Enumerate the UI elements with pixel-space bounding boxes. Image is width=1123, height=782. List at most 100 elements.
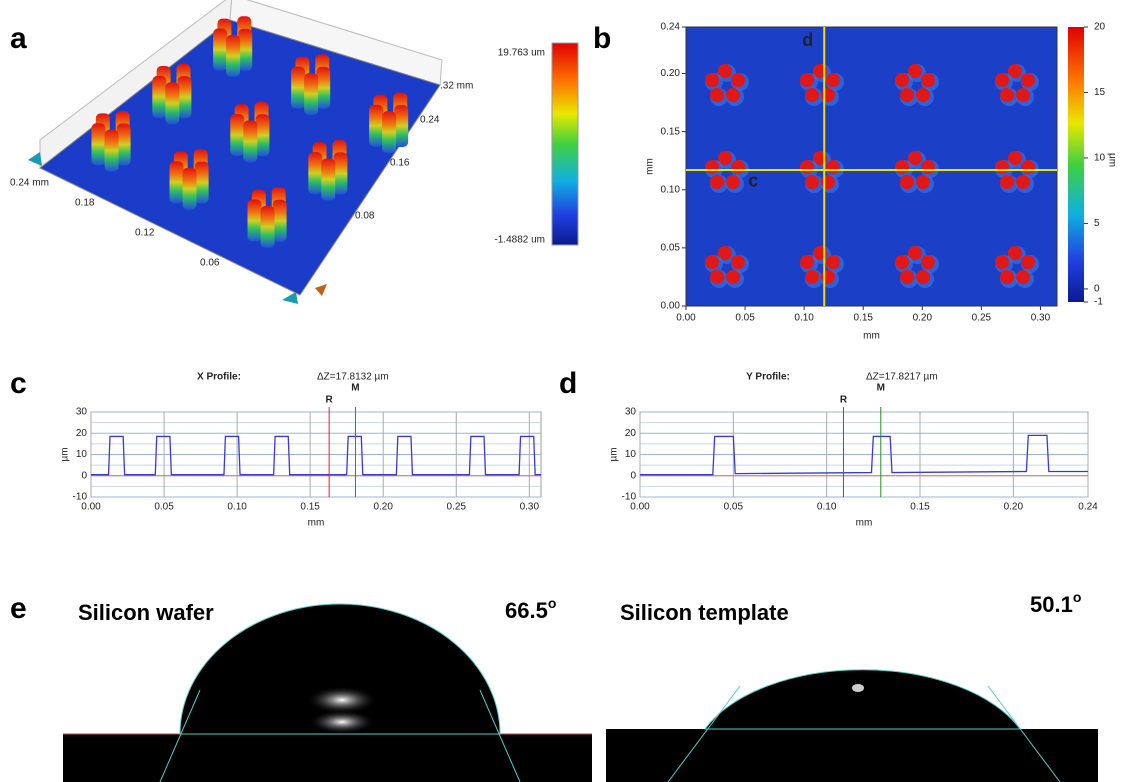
colorbar-min: -1.4882 um (494, 235, 545, 246)
panel-label: e (10, 592, 27, 625)
colorbar-tick-label: 20 (1094, 22, 1106, 33)
pillar (916, 175, 930, 189)
pillar (247, 199, 262, 242)
marker-label: R (840, 395, 848, 406)
axis-handle (28, 152, 42, 166)
pillar (1008, 246, 1022, 260)
pillar (255, 114, 270, 157)
pillar (900, 270, 914, 284)
colorbar-tick-label: 10 (1094, 153, 1106, 164)
tangent (479, 689, 521, 782)
y-tick-label: 10 (76, 449, 88, 460)
pillar (91, 123, 106, 166)
axis-label: .32 mm (440, 81, 473, 92)
pillar (900, 88, 914, 102)
x-tick-label: 0.25 (972, 313, 992, 324)
pillar (916, 270, 930, 284)
pillar (1000, 270, 1014, 284)
pillar (321, 158, 336, 201)
reflection (306, 686, 378, 714)
pillar (243, 120, 258, 163)
y-tick-label: 0 (630, 470, 636, 481)
pillar (908, 151, 922, 165)
axis-label: 0.24 (420, 115, 440, 126)
panel-label: a (10, 22, 27, 55)
axis-label: 0.18 (75, 198, 95, 209)
chart-title: X Profile: (197, 372, 241, 383)
x-tick-label: 0.25 (447, 502, 467, 513)
x-tick-label: 0.24 (1078, 502, 1098, 513)
x-tick-label: 0.15 (910, 502, 930, 513)
pillar (1021, 73, 1035, 87)
image-title: Silicon template (620, 600, 789, 625)
pillar (826, 255, 840, 269)
pillar (260, 205, 275, 248)
y-tick-label: 30 (76, 407, 88, 418)
tangent (987, 685, 1061, 782)
annotation: ΔZ=17.8217 µm (866, 372, 938, 383)
x-tick-label: 0.10 (794, 313, 814, 324)
pillar (821, 88, 835, 102)
x-tick-label: 0.10 (817, 502, 837, 513)
axis-label: 0.08 (355, 211, 375, 222)
pillar (821, 175, 835, 189)
pillar (995, 160, 1009, 174)
pillar (726, 175, 740, 189)
y-tick-label: -10 (622, 492, 637, 503)
contact-angle: 50.1o (1030, 589, 1081, 617)
pillar (908, 64, 922, 78)
x-tick-label: 0.30 (1031, 313, 1051, 324)
image-title: Silicon wafer (78, 600, 214, 625)
pillar (1021, 160, 1035, 174)
pillar (213, 28, 228, 71)
axis-label: 0.24 mm (10, 178, 49, 189)
pillar (731, 160, 745, 174)
y-tick-label: 0 (81, 470, 87, 481)
annotation: c (748, 171, 758, 191)
x-tick-label: 0.15 (300, 502, 320, 513)
pillar (710, 270, 724, 284)
pillar (291, 66, 306, 109)
pillar (1016, 88, 1030, 102)
pillar (921, 73, 935, 87)
y-axis-label: mm (645, 158, 656, 175)
pillar (1016, 175, 1030, 189)
pillar (152, 75, 167, 118)
colorbar-tick-label: 0 (1094, 284, 1100, 295)
pillar (316, 66, 331, 109)
chart-title: Y Profile: (746, 372, 790, 383)
pillar (726, 88, 740, 102)
axis-handle (315, 284, 327, 296)
x-tick-label: 0.00 (676, 313, 696, 324)
pillar (826, 73, 840, 87)
pillar (995, 255, 1009, 269)
pillar (705, 255, 719, 269)
x-tick-label: 0.30 (520, 502, 540, 513)
pillar (304, 73, 319, 115)
pillar (308, 152, 323, 195)
x-tick-label: 0.05 (724, 502, 744, 513)
x-tick-label: 0.05 (154, 502, 174, 513)
pillar (238, 28, 253, 71)
pillar (116, 123, 131, 166)
y-tick-label: 0.00 (661, 301, 681, 312)
y-tick-label: 0.10 (661, 184, 681, 195)
y-tick-label: 30 (625, 407, 637, 418)
panel-a: a 19.763 um -1.4882 um 0.24 mm 0.18 0.12… (10, 0, 579, 304)
tangent (159, 689, 201, 782)
pillar (230, 114, 245, 157)
pillar (731, 73, 745, 87)
x-axis-label: mm (308, 518, 325, 529)
pillar (900, 175, 914, 189)
pillar (1000, 175, 1014, 189)
panel-label: d (559, 367, 577, 400)
pillar (805, 270, 819, 284)
colorbar-max: 19.763 um (498, 48, 545, 59)
pillar (1016, 270, 1030, 284)
annotation: ΔZ=17.8132 µm (317, 372, 389, 383)
pillar (705, 73, 719, 87)
pillar (382, 111, 397, 154)
pillar (194, 161, 209, 204)
droplet (704, 669, 1021, 730)
